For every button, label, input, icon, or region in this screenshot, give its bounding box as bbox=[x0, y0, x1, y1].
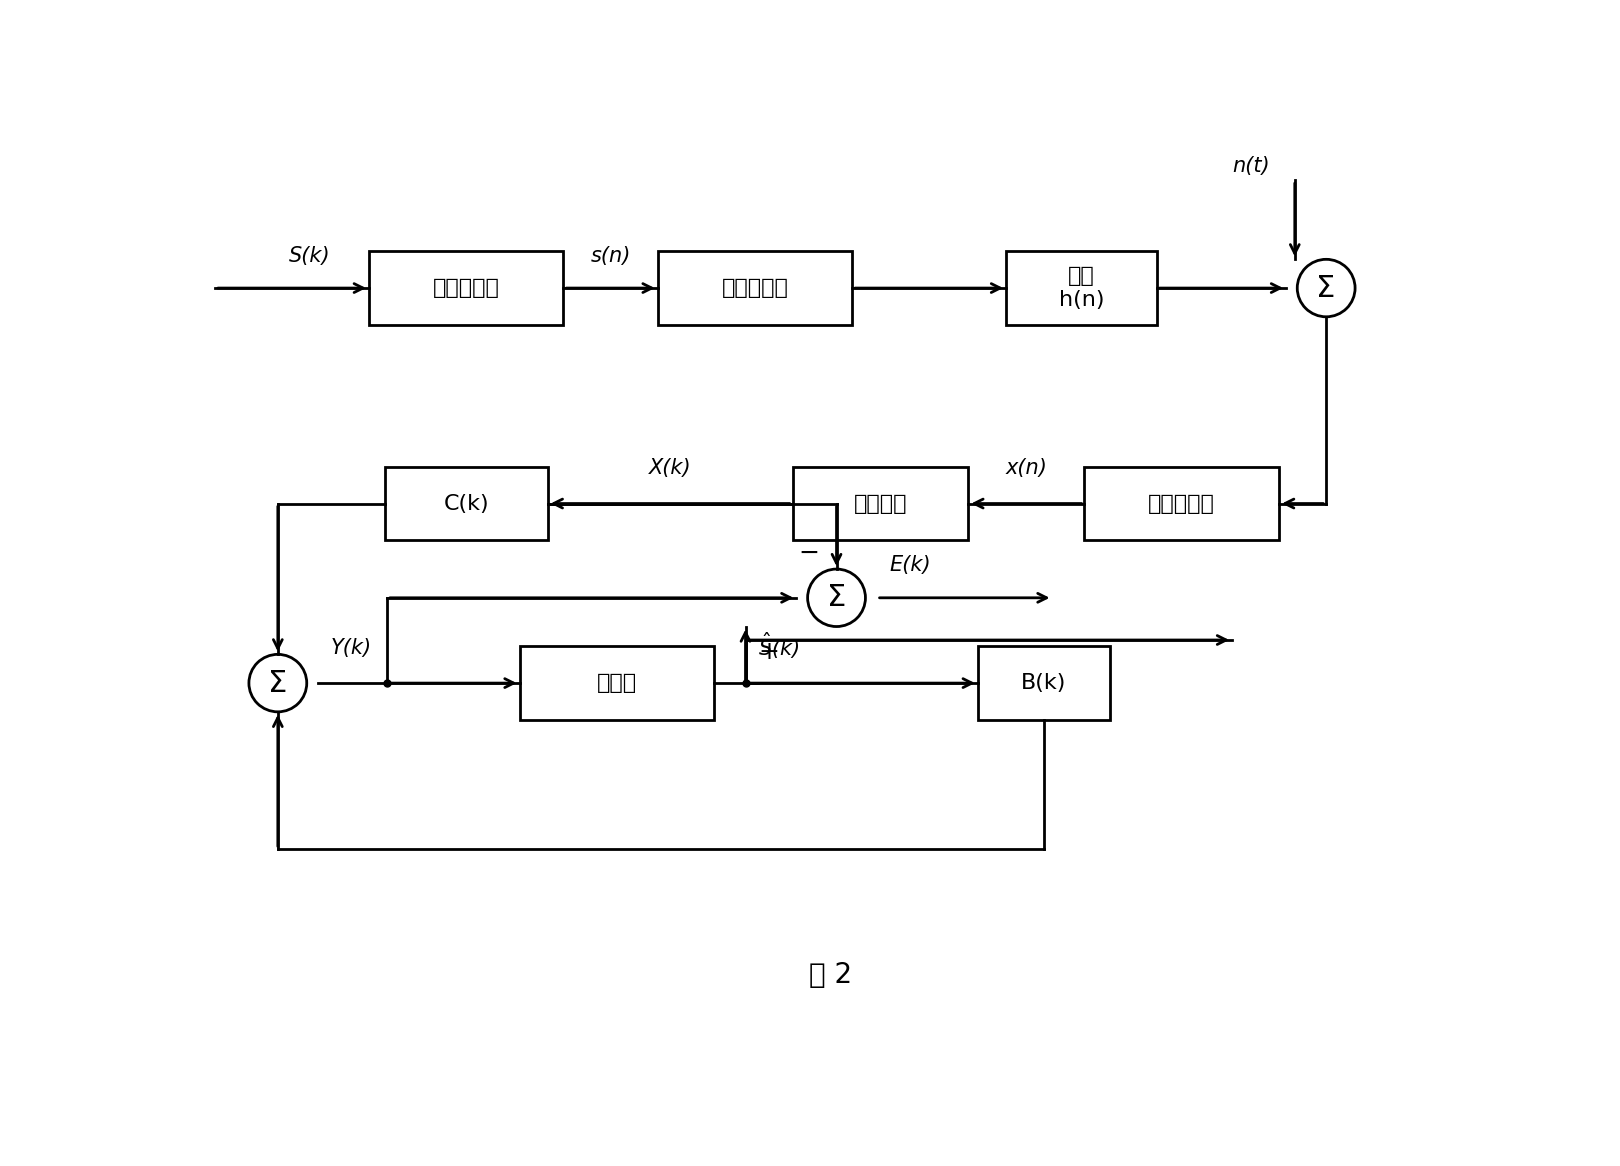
Text: 图 2: 图 2 bbox=[808, 961, 852, 989]
Text: S(k): S(k) bbox=[288, 246, 330, 266]
Text: Σ: Σ bbox=[826, 583, 846, 612]
Text: E(k): E(k) bbox=[889, 555, 932, 575]
Circle shape bbox=[808, 569, 865, 626]
Bar bbox=[384, 466, 548, 540]
Text: x(n): x(n) bbox=[1006, 458, 1048, 478]
Text: 判决器: 判决器 bbox=[596, 673, 637, 693]
Text: 傅氏变换: 傅氏变换 bbox=[854, 493, 907, 513]
Bar bbox=[792, 466, 969, 540]
Bar bbox=[1006, 251, 1157, 325]
Text: +: + bbox=[758, 640, 779, 663]
Bar bbox=[369, 251, 564, 325]
Text: 去循环前缀: 去循环前缀 bbox=[1149, 493, 1215, 513]
Text: n(t): n(t) bbox=[1233, 156, 1270, 176]
Text: C(k): C(k) bbox=[444, 493, 489, 513]
Text: B(k): B(k) bbox=[1021, 673, 1066, 693]
Text: Σ: Σ bbox=[269, 668, 287, 697]
Circle shape bbox=[249, 654, 306, 711]
Bar bbox=[978, 646, 1110, 719]
Text: 傅氏逆变换: 傅氏逆变换 bbox=[433, 278, 499, 298]
Bar bbox=[658, 251, 852, 325]
Text: $\hat{S}$(k): $\hat{S}$(k) bbox=[758, 630, 800, 661]
Text: −: − bbox=[799, 541, 820, 564]
Text: s(n): s(n) bbox=[590, 246, 630, 266]
Text: X(k): X(k) bbox=[650, 458, 692, 478]
Text: 加循环前缀: 加循环前缀 bbox=[721, 278, 789, 298]
Bar bbox=[1084, 466, 1280, 540]
Circle shape bbox=[1298, 259, 1354, 317]
Text: Σ: Σ bbox=[1317, 274, 1336, 302]
Bar bbox=[520, 646, 714, 719]
Text: Y(k): Y(k) bbox=[330, 638, 371, 658]
Text: 信道
h(n): 信道 h(n) bbox=[1058, 267, 1105, 310]
